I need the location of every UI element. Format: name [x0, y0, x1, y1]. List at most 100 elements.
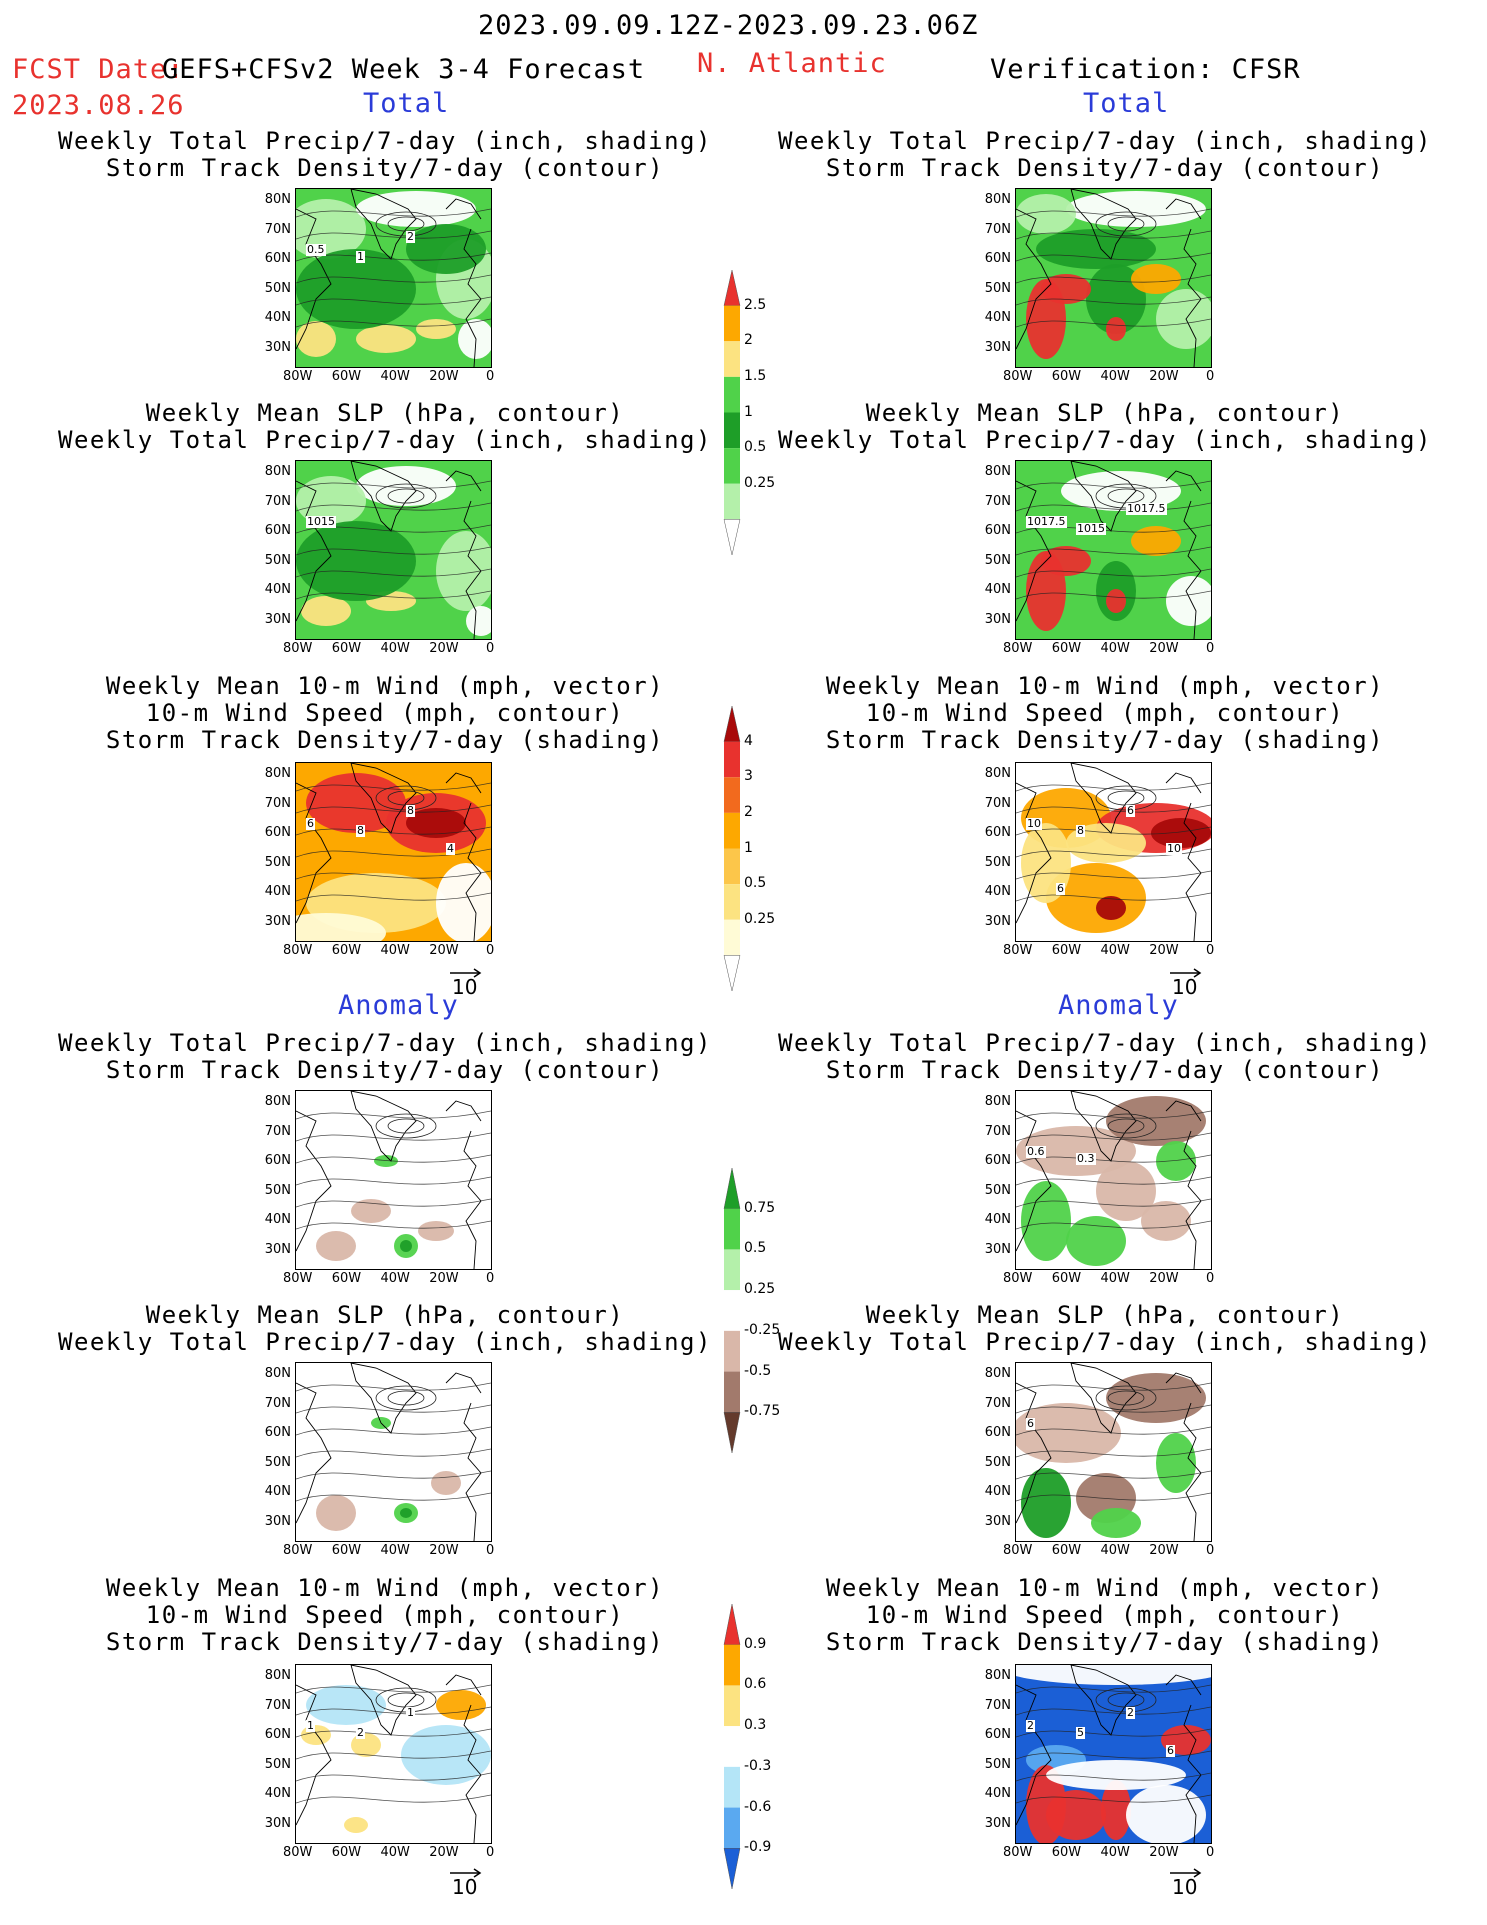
contour-label: 0.5	[306, 243, 326, 256]
lat-tick-label: 80N	[984, 1366, 1011, 1381]
colorbar-tick-label: -0.5	[744, 1362, 772, 1379]
lat-tick-label: 50N	[984, 1182, 1011, 1198]
map-ob-slp-precip: 1017.5 1015 1017.5	[1015, 460, 1212, 640]
lon-tick-label: 80W	[283, 943, 313, 958]
lon-tick-label: 80W	[283, 1543, 313, 1558]
lon-tick-label: 20W	[1149, 943, 1179, 958]
lon-tick-label: 40W	[380, 1543, 410, 1558]
lat-tick-label: 40N	[984, 310, 1011, 325]
colorbar-tick-label: 0.75	[744, 1199, 776, 1216]
lon-tick-label: 60W	[1051, 1271, 1082, 1286]
contour-label: 1015	[1076, 522, 1106, 535]
panel-title: Weekly Mean 10-m Wind (mph, vector) 10-m …	[105, 1574, 665, 1656]
contour-label: 10	[1026, 817, 1042, 830]
lat-tick-label: 40N	[984, 1484, 1011, 1499]
colorbar-tick-label: 0.25	[744, 910, 776, 927]
lat-tick-label: 80N	[264, 1094, 291, 1109]
lat-tick-label: 70N	[984, 1123, 1011, 1139]
colorbar-tick-label: 1	[744, 403, 753, 420]
lon-tick-label: 0	[1206, 1845, 1215, 1860]
colorbar-tick-label: 0.3	[744, 1717, 767, 1734]
lon-tick-label: 20W	[1149, 1543, 1179, 1558]
colorbar-storm-anom: 0.9 0.6 0.3 -0.3 -0.6 -0.9	[723, 1603, 771, 1890]
lat-tick-label: 50N	[984, 854, 1011, 870]
vector-ref-label: 10	[1172, 1875, 1198, 1899]
lon-tick-label: 40W	[1100, 1543, 1130, 1558]
panel-title: Weekly Mean 10-m Wind (mph, vector) 10-m …	[825, 1574, 1385, 1656]
colorbar-tick-label: -0.9	[744, 1839, 772, 1856]
contour-label: 6	[306, 817, 315, 830]
lon-tick-label: 80W	[1003, 1543, 1033, 1558]
lon-tick-label: 80W	[1003, 369, 1033, 384]
contour-label: 6	[1126, 804, 1135, 817]
lat-tick-label: 30N	[984, 1241, 1011, 1257]
lat-tick-label: 50N	[264, 552, 291, 568]
lon-tick-label: 60W	[331, 1271, 362, 1286]
lon-tick-label: 0	[1206, 1271, 1215, 1286]
lat-tick-label: 30N	[984, 1513, 1011, 1529]
lon-tick-label: 60W	[331, 641, 362, 656]
lat-tick-label: 80N	[984, 192, 1011, 207]
panel-title: Weekly Mean 10-m Wind (mph, vector) 10-m …	[825, 672, 1385, 754]
lon-tick-label: 80W	[283, 641, 313, 656]
lat-tick-label: 60N	[984, 523, 1011, 538]
lat-tick-label: 70N	[984, 795, 1011, 811]
lat-tick-label: 40N	[984, 884, 1011, 899]
vector-ref-label: 10	[452, 975, 478, 999]
lat-tick-label: 40N	[984, 1786, 1011, 1801]
colorbar-precip-anom: 0.75 0.5 0.25 -0.25 -0.5 -0.75	[723, 1167, 780, 1454]
colorbar-tick-label: 1.5	[744, 367, 767, 384]
contour-label: 10	[1166, 842, 1182, 855]
lon-tick-label: 0	[486, 1845, 495, 1860]
lat-tick-label: 50N	[984, 1454, 1011, 1470]
lon-tick-label: 0	[486, 1271, 495, 1286]
lon-tick-label: 20W	[429, 641, 459, 656]
lon-tick-label: 40W	[380, 1845, 410, 1860]
lat-tick-label: 40N	[264, 884, 291, 899]
lat-tick-label: 60N	[264, 1425, 291, 1440]
section-total-right: Total	[1083, 88, 1170, 119]
contour-label: 6	[1056, 882, 1065, 895]
colorbar-tick-label: 0.25	[744, 1281, 776, 1298]
panel-title: Weekly Total Precip/7-day (inch, shading…	[58, 127, 712, 182]
lon-tick-label: 60W	[331, 1543, 362, 1558]
lon-tick-label: 0	[486, 1543, 495, 1558]
lon-tick-label: 80W	[1003, 943, 1033, 958]
lat-tick-label: 50N	[984, 1756, 1011, 1772]
contour-label: 2	[406, 230, 415, 243]
lon-tick-label: 80W	[283, 1845, 313, 1860]
lon-tick-label: 40W	[380, 943, 410, 958]
verification-label: Verification: CFSR	[990, 54, 1301, 85]
contour-label: 0.3	[1076, 1152, 1096, 1165]
lon-tick-label: 60W	[1051, 369, 1082, 384]
contour-label: 6	[1166, 1744, 1175, 1757]
contour-label: 1017.5	[1026, 515, 1067, 528]
lon-tick-label: 60W	[1051, 641, 1082, 656]
map-fc-wind-track: 6 8 8 4	[295, 762, 492, 942]
lat-tick-label: 30N	[264, 1241, 291, 1257]
lat-tick-label: 30N	[984, 611, 1011, 627]
colorbar-tick-label: 0.5	[744, 439, 767, 456]
lat-tick-label: 50N	[264, 854, 291, 870]
contour-label: 2	[1026, 1719, 1035, 1732]
lat-tick-label: 70N	[264, 1123, 291, 1139]
lon-tick-label: 20W	[429, 1543, 459, 1558]
lat-tick-label: 40N	[264, 1484, 291, 1499]
lon-tick-label: 40W	[1100, 1845, 1130, 1860]
vector-ref-label: 10	[1172, 975, 1198, 999]
lat-tick-label: 70N	[264, 1697, 291, 1713]
colorbar-tick-label: 2	[744, 803, 753, 820]
lat-tick-label: 80N	[984, 1668, 1011, 1683]
lon-tick-label: 20W	[429, 1845, 459, 1860]
lon-tick-label: 60W	[1051, 1845, 1082, 1860]
lon-tick-label: 40W	[380, 369, 410, 384]
lat-tick-label: 40N	[984, 582, 1011, 597]
map-fc-precip-track: 0.5 1 2	[295, 188, 492, 368]
lon-tick-label: 20W	[1149, 1271, 1179, 1286]
lat-tick-label: 60N	[264, 251, 291, 266]
fcst-date: 2023.08.26	[12, 90, 185, 121]
lon-tick-label: 80W	[1003, 1271, 1033, 1286]
lon-tick-label: 20W	[1149, 1845, 1179, 1860]
panel-title: Weekly Mean SLP (hPa, contour) Weekly Tot…	[778, 1301, 1432, 1356]
map-fc-slp-precip-anom	[295, 1362, 492, 1542]
